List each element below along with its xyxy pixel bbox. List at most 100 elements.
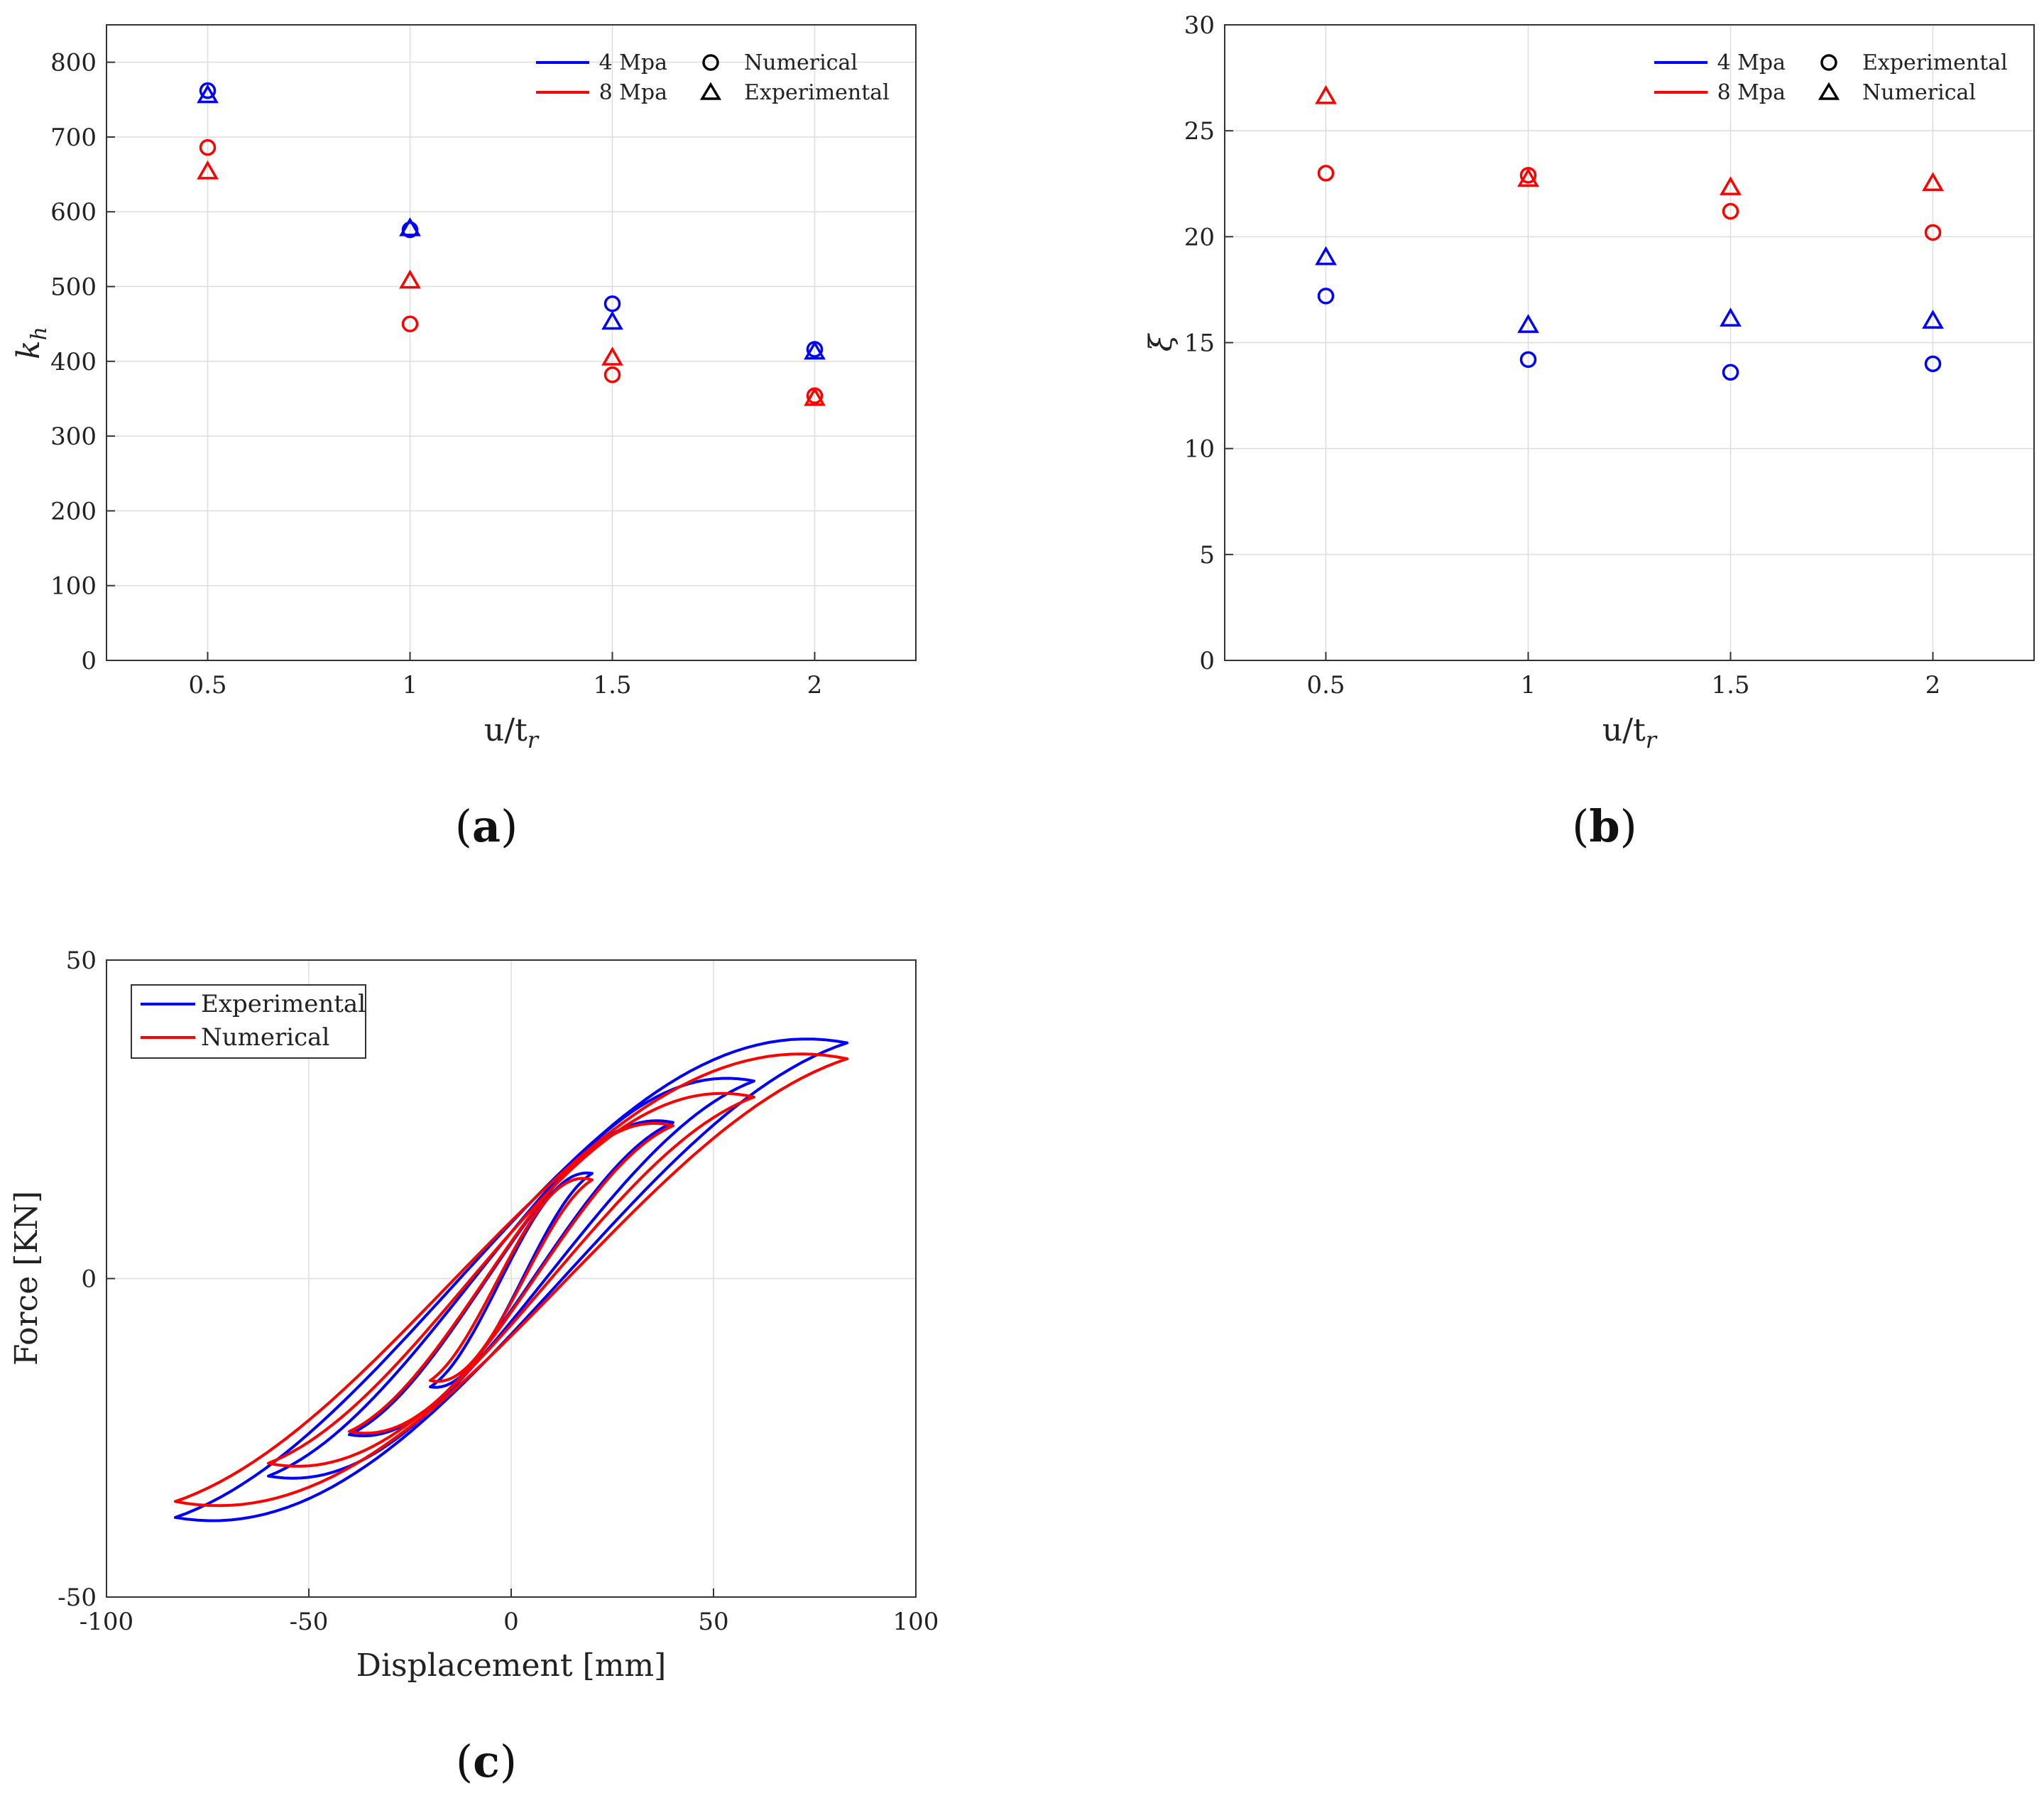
legend-circle-icon (1820, 54, 1837, 71)
y-tick-label: 10 (1184, 435, 1215, 464)
legend-triangle-icon (699, 82, 722, 100)
panel-b-y-label: ξ (1143, 332, 1179, 352)
data-point-circle (1924, 224, 1942, 241)
data-point-triangle (804, 386, 826, 406)
x-tick-label: 0.5 (188, 671, 226, 699)
data-point-triangle (1315, 246, 1337, 266)
x-tick-label: 1.5 (593, 671, 631, 699)
x-tick-label: 50 (698, 1608, 728, 1636)
data-point-triangle (399, 217, 421, 236)
panel-b-marks (1315, 85, 1944, 381)
data-point-triangle (399, 269, 421, 289)
y-tick-label: -50 (58, 1584, 97, 1612)
legend-label-4mpa: 4 Mpa (1717, 50, 1786, 75)
y-tick-label: 0 (1199, 647, 1215, 675)
hysteresis-loop-numerical (267, 1091, 755, 1468)
data-point-triangle (1720, 307, 1742, 327)
data-point-circle (199, 82, 217, 99)
data-point-circle (199, 138, 217, 156)
data-point-triangle (197, 84, 219, 104)
y-tick-label: 0 (81, 647, 97, 675)
data-point-circle (1722, 364, 1739, 381)
legend-label-8mpa: 8 Mpa (1717, 80, 1786, 105)
hysteresis-loop-numerical (173, 1052, 849, 1508)
x-tick-label: 1.5 (1711, 671, 1749, 699)
legend-label-circle: Numerical (744, 50, 858, 75)
panel-b: 0.5 1 1.5 2 0 5 10 15 20 25 30 u/tr ξ 4 Mpa 8 Mpa… (1143, 11, 2035, 852)
data-point-triangle (1517, 168, 1539, 187)
y-tick-label: 700 (50, 124, 97, 152)
panel-b-y-ticks: 0 5 10 15 20 25 30 (1184, 11, 1233, 675)
legend-label-triangle: Experimental (744, 80, 890, 105)
x-tick-label: 100 (893, 1608, 939, 1636)
legend-label-numerical: Numerical (201, 1023, 329, 1052)
x-tick-label: -100 (80, 1608, 133, 1636)
x-tick-label: 0.5 (1306, 671, 1345, 699)
panel-a-frame (106, 24, 917, 661)
data-point-triangle (1315, 85, 1337, 104)
y-tick-label: 15 (1184, 329, 1215, 358)
y-tick-label: 200 (50, 497, 97, 525)
data-point-circle (401, 315, 419, 332)
panel-b-x-ticks: 0.5 1 1.5 2 (1306, 652, 1940, 699)
panel-c-legend: Experimental Numerical (131, 984, 366, 1059)
panel-a-y-label: kh (11, 327, 52, 359)
panel-a-legend: 4 Mpa 8 Mpa Numerical Experimental (536, 50, 890, 105)
panel-c-marks (173, 1037, 849, 1522)
data-point-circle (603, 366, 621, 383)
legend-label-8mpa: 8 Mpa (599, 80, 668, 105)
data-point-triangle (1922, 172, 1944, 191)
data-point-circle (1317, 165, 1335, 182)
panel-a-grid (106, 25, 916, 661)
y-tick-label: 600 (50, 198, 97, 227)
y-tick-label: 0 (81, 1265, 97, 1294)
legend-circle-icon (702, 54, 719, 71)
legend-box (131, 984, 366, 1059)
data-point-circle (1924, 355, 1942, 373)
data-point-triangle (601, 310, 623, 330)
legend-triangle-icon (1818, 82, 1840, 100)
x-tick-label: 0 (503, 1608, 519, 1636)
legend-label-experimental: Experimental (201, 990, 366, 1018)
data-point-circle (1722, 202, 1739, 220)
x-tick-label: 2 (1925, 671, 1941, 699)
y-tick-label: 30 (1184, 11, 1215, 40)
x-tick-label: -50 (290, 1608, 329, 1636)
y-tick-label: 500 (50, 273, 97, 302)
data-point-triangle (601, 347, 623, 366)
panel-a-marks (197, 82, 826, 406)
data-point-circle (1317, 288, 1335, 305)
panel-b-x-label: u/tr (1602, 712, 1658, 753)
y-tick-label: 50 (66, 947, 97, 975)
legend-label-4mpa: 4 Mpa (599, 50, 668, 75)
data-point-triangle (1720, 176, 1742, 195)
y-tick-label: 300 (50, 423, 97, 451)
panel-c-x-label: Displacement [mm] (356, 1647, 667, 1684)
data-point-triangle (804, 340, 826, 360)
x-tick-label: 1 (1521, 671, 1536, 699)
panel-a-x-label: u/tr (484, 712, 540, 753)
panel-c-label: (c) (456, 1736, 517, 1787)
panel-b-grid (1225, 24, 2034, 661)
y-tick-label: 400 (50, 348, 97, 376)
panel-a-x-ticks: 0.5 1 1.5 2 (188, 652, 822, 699)
data-point-triangle (197, 160, 219, 180)
panel-a-y-ticks: 0 100 200 300 400 500 600 700 800 (50, 49, 115, 675)
panel-c-y-label: Force [KN] (9, 1191, 45, 1366)
y-tick-label: 5 (1199, 541, 1215, 570)
y-tick-label: 100 (50, 572, 97, 601)
y-tick-label: 800 (50, 49, 97, 77)
panel-b-legend: 4 Mpa 8 Mpa Experimental Numerical (1654, 50, 2008, 105)
panel-c-x-ticks: -100 -50 0 50 100 (80, 1589, 939, 1636)
legend-label-triangle: Numerical (1862, 80, 1976, 105)
x-tick-label: 1 (403, 671, 418, 699)
hysteresis-loop-experimental (173, 1037, 849, 1522)
data-point-triangle (1922, 310, 1944, 329)
panel-b-label: (b) (1572, 800, 1637, 852)
y-tick-label: 20 (1184, 223, 1215, 251)
y-tick-label: 25 (1184, 117, 1215, 146)
data-point-circle (1519, 351, 1537, 369)
